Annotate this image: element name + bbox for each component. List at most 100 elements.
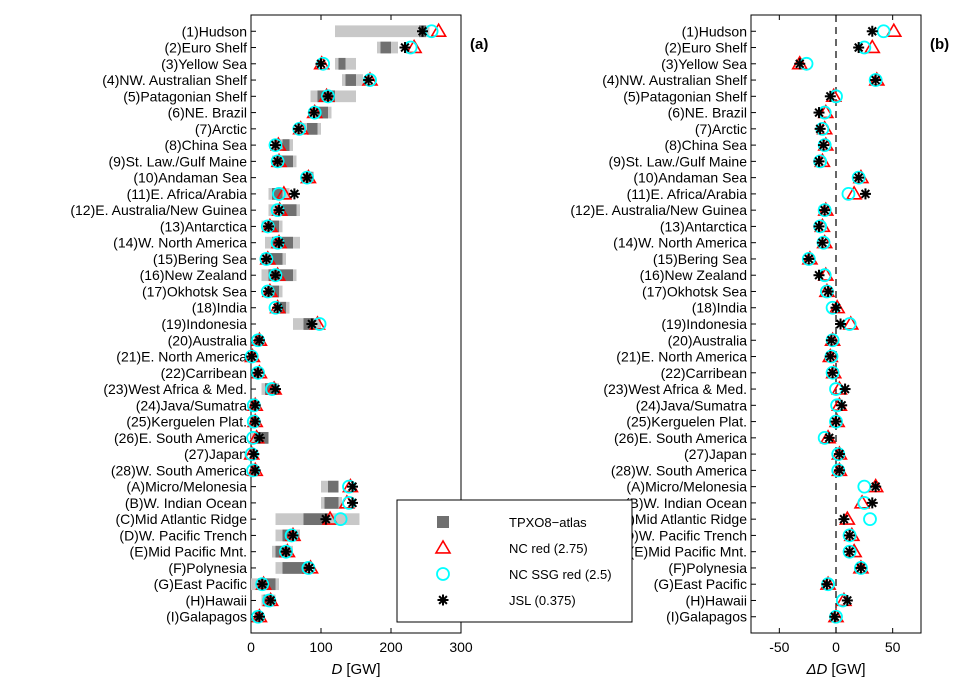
- jsl-point: [835, 318, 847, 330]
- region-label: (10)Andaman Sea: [133, 170, 247, 186]
- tpxo-core-bar: [317, 106, 328, 119]
- jsl-point: [280, 546, 292, 558]
- legend-swatch-nc-red: [434, 539, 452, 554]
- jsl-point: [272, 302, 284, 314]
- region-label: (27)Japan: [184, 446, 247, 462]
- tpxo-core-bar: [272, 188, 283, 200]
- jsl-point: [249, 464, 261, 476]
- legend: TPXO8−atlas NC red (2.75) NC SSG red (2.5)…: [396, 499, 633, 623]
- region-label: (8)China Sea: [665, 137, 748, 153]
- jsl-star-stroke: [263, 221, 274, 232]
- jsl-point: [288, 188, 300, 200]
- x-axis-symbol: ΔD: [805, 661, 827, 678]
- x-axis-unit: [GW]: [346, 661, 380, 678]
- nc-ssg-red-point: [279, 544, 293, 559]
- jsl-point: [246, 351, 258, 363]
- tpxo-core-bar: [282, 562, 307, 574]
- region-label: (D)W. Pacific Trench: [119, 527, 247, 543]
- jsl-star-stroke: [867, 26, 877, 36]
- region-label: (6)NE. Brazil: [668, 105, 747, 121]
- jsl-point: [270, 383, 281, 395]
- region-label: (18)India: [692, 300, 747, 316]
- jsl-star-stroke: [814, 107, 824, 118]
- region-label: (C)Mid Atlantic Ridge: [116, 511, 248, 527]
- region-label: (20)Australia: [168, 332, 248, 348]
- jsl-point: [839, 383, 851, 395]
- x-axis-title: D [GW]: [331, 661, 380, 678]
- region-label: (G)East Pacific: [654, 576, 747, 592]
- tpxo-core-bar: [282, 139, 290, 151]
- jsl-star-stroke: [316, 59, 326, 69]
- jsl-star-stroke: [254, 612, 264, 622]
- region-label: (27)Japan: [684, 446, 747, 462]
- jsl-point: [347, 497, 358, 509]
- jsl-star-stroke: [274, 205, 284, 215]
- region-label: (28)W. South America: [611, 462, 747, 478]
- region-label: (I)Galapagos: [166, 609, 247, 625]
- region-label: (16)New Zealand: [140, 267, 247, 283]
- panel-a: 0 100 200 300 D [GW] (a) (1)Hudson(2)Euro Shelf…: [70, 14, 488, 678]
- region-label: (25)Kerguelen Plat.: [126, 414, 247, 430]
- jsl-star-stroke: [831, 303, 841, 313]
- nc-red-point: [817, 266, 835, 281]
- jsl-point: [315, 58, 327, 70]
- region-label: (26)E. South America: [614, 430, 747, 446]
- jsl-star-stroke: [845, 530, 855, 541]
- jsl-point: [813, 220, 825, 232]
- jsl-star-stroke: [871, 482, 881, 492]
- nc-red-point: [430, 22, 447, 37]
- jsl-star-stroke: [261, 254, 271, 264]
- x-tick-label: 200: [379, 639, 403, 655]
- region-label: (23)West Africa & Med.: [603, 381, 747, 397]
- jsl-point: [841, 594, 853, 606]
- region-label: (22)Carribean: [161, 365, 247, 381]
- jsl-point: [822, 285, 834, 297]
- jsl-point: [417, 25, 428, 37]
- jsl-point: [830, 302, 842, 314]
- tpxo-core-bar: [268, 253, 283, 265]
- jsl-star-stroke: [840, 384, 850, 394]
- jsl-point: [272, 155, 284, 167]
- nc-ssg-red-point: [333, 512, 348, 527]
- region-label: (E)Mid Pacific Mnt.: [130, 544, 247, 560]
- jsl-point: [249, 416, 261, 428]
- jsl-point: [813, 155, 825, 167]
- nc-ssg-red-point: [251, 365, 265, 380]
- jsl-star-stroke: [254, 433, 264, 443]
- nc-ssg-red-point: [259, 252, 274, 266]
- jsl-point: [322, 90, 334, 102]
- nc-red-point: [275, 185, 293, 200]
- jsl-star-stroke: [274, 238, 284, 248]
- region-label: (4)NW. Australian Shelf: [602, 72, 747, 88]
- region-label: (15)Bering Sea: [153, 251, 247, 267]
- jsl-point: [833, 464, 845, 476]
- jsl-star-stroke: [854, 173, 864, 183]
- x-axis-symbol: D: [331, 661, 342, 678]
- jsl-point: [844, 546, 856, 558]
- jsl-star-stroke: [273, 303, 283, 313]
- tpxo-core-bar: [380, 41, 391, 54]
- region-label: (B)W. Indian Ocean: [125, 495, 247, 511]
- jsl-point: [249, 399, 261, 411]
- region-label: (19)Indonesia: [161, 316, 247, 332]
- tpxo-core-bar: [338, 57, 346, 70]
- jsl-star-stroke: [270, 384, 281, 394]
- jsl-point: [263, 285, 274, 297]
- jsl-star-stroke: [867, 498, 877, 508]
- jsl-star-stroke: [817, 238, 827, 248]
- jsl-point: [833, 448, 845, 460]
- jsl-point: [803, 253, 815, 265]
- jsl-star-stroke: [830, 612, 840, 622]
- tpxo-range-bar: [335, 25, 430, 38]
- panel-letter: (b): [930, 36, 949, 53]
- jsl-star-stroke: [294, 124, 304, 134]
- tpxo-core-bar: [328, 480, 339, 493]
- jsl-point: [824, 90, 836, 102]
- nc-ssg-red-point: [270, 154, 285, 169]
- jsl-point: [818, 139, 830, 151]
- jsl-star-stroke: [845, 547, 855, 557]
- jsl-star-stroke: [309, 107, 319, 118]
- nc-ssg-red-point: [863, 512, 877, 527]
- jsl-star-stroke: [263, 286, 274, 297]
